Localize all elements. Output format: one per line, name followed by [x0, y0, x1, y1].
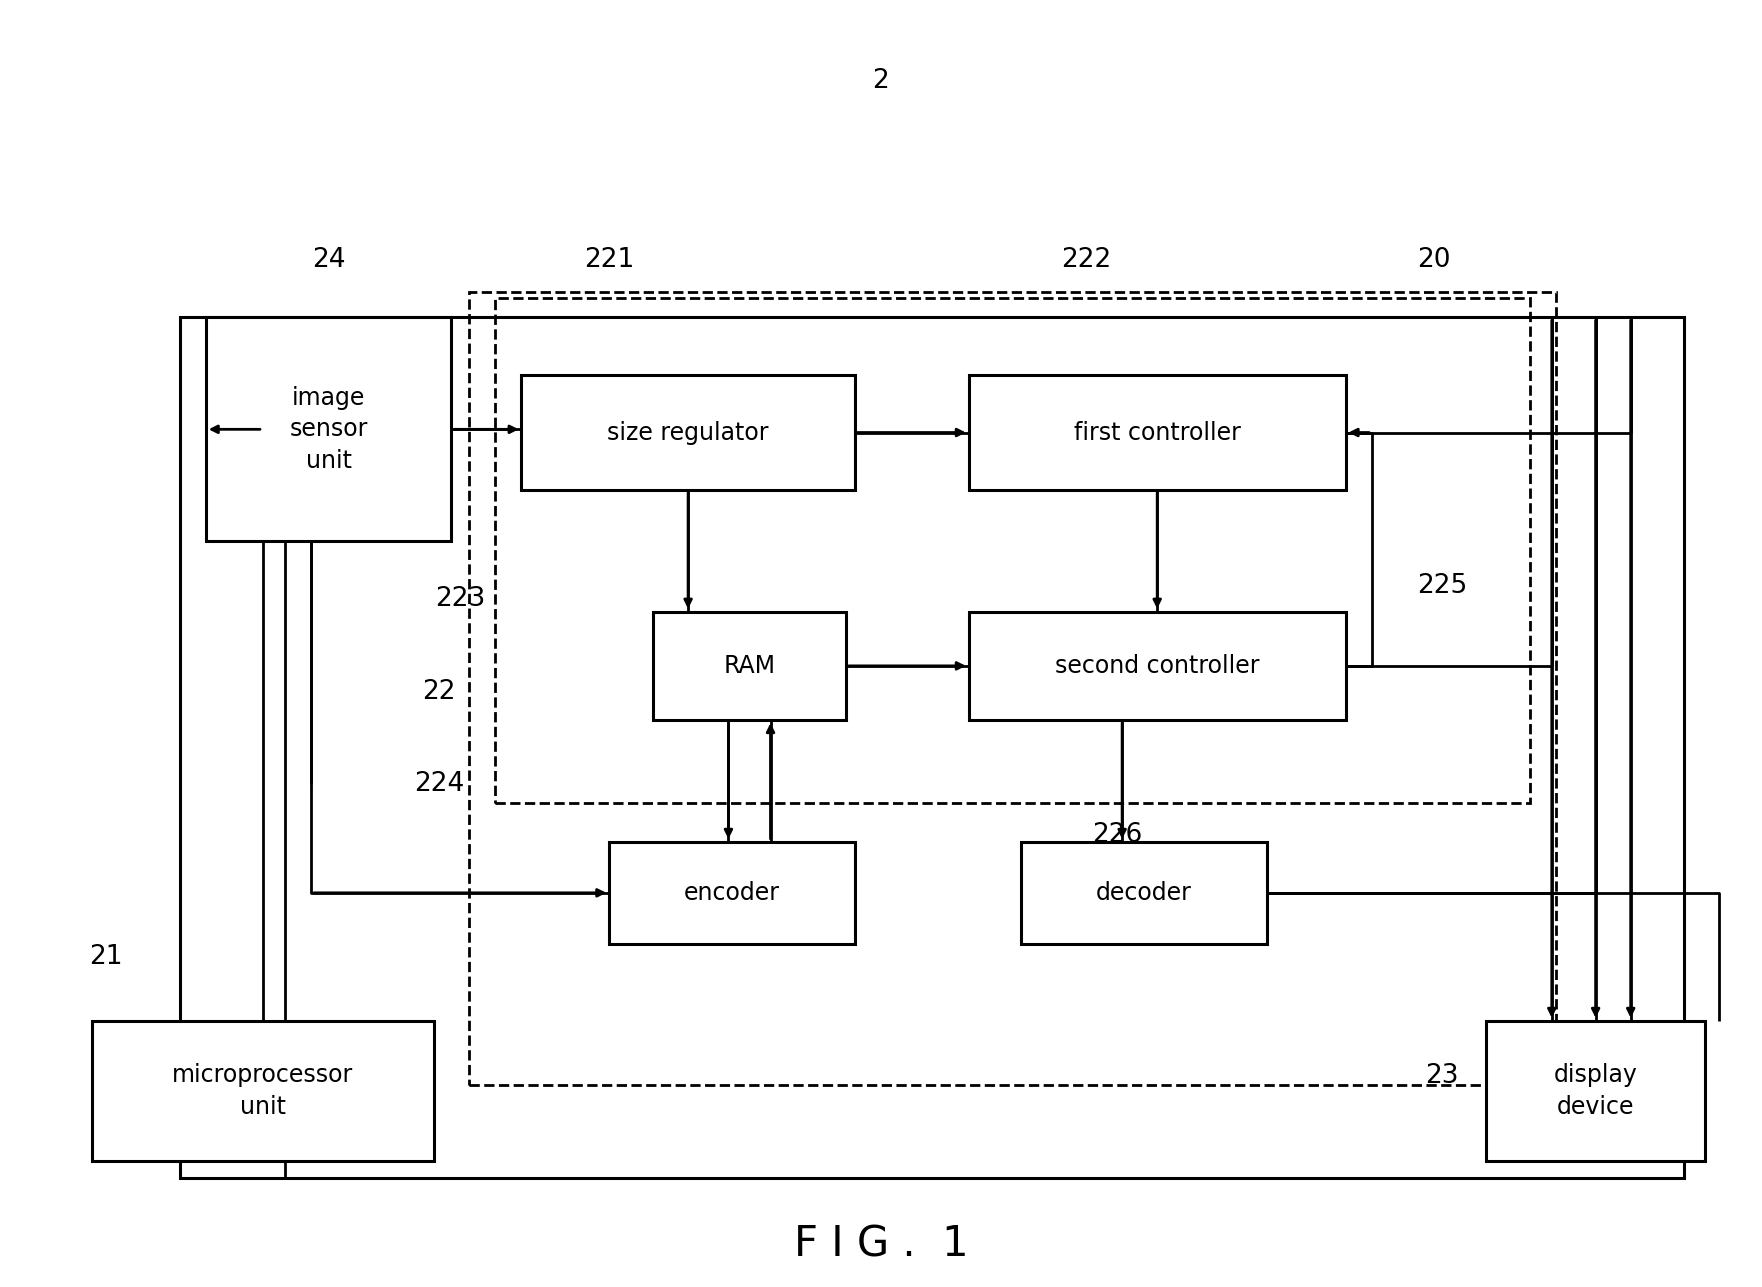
FancyBboxPatch shape [969, 611, 1346, 721]
Text: first controller: first controller [1073, 421, 1240, 444]
Text: 23: 23 [1425, 1063, 1459, 1089]
Text: 2: 2 [872, 68, 890, 94]
FancyBboxPatch shape [1485, 1021, 1706, 1161]
Text: display
device: display device [1554, 1063, 1637, 1118]
Text: 22: 22 [423, 680, 456, 705]
Text: 21: 21 [90, 943, 123, 970]
Text: decoder: decoder [1096, 880, 1191, 905]
FancyBboxPatch shape [206, 318, 451, 542]
Text: 20: 20 [1417, 247, 1450, 273]
Text: 24: 24 [312, 247, 345, 273]
FancyBboxPatch shape [969, 375, 1346, 490]
Text: 222: 222 [1061, 247, 1112, 273]
FancyBboxPatch shape [92, 1021, 433, 1161]
FancyBboxPatch shape [1022, 842, 1267, 943]
FancyBboxPatch shape [654, 611, 846, 721]
Text: encoder: encoder [684, 880, 781, 905]
Text: 224: 224 [414, 771, 463, 797]
FancyBboxPatch shape [522, 375, 855, 490]
Text: 223: 223 [435, 586, 485, 611]
Text: second controller: second controller [1055, 654, 1260, 678]
Text: image
sensor
unit: image sensor unit [289, 386, 368, 472]
Text: size regulator: size regulator [608, 421, 768, 444]
Text: microprocessor
unit: microprocessor unit [173, 1063, 354, 1118]
FancyBboxPatch shape [610, 842, 855, 943]
Text: 221: 221 [583, 247, 634, 273]
Text: 226: 226 [1092, 822, 1144, 848]
Text: RAM: RAM [724, 654, 775, 678]
Text: F I G .  1: F I G . 1 [793, 1224, 969, 1265]
Text: 225: 225 [1417, 573, 1468, 598]
